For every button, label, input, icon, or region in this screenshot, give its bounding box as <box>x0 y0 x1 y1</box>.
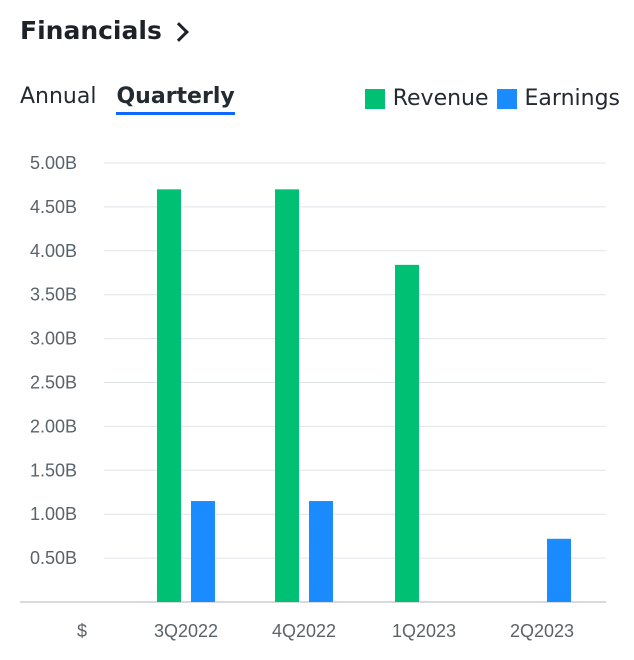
y-tick-label: 5.00B <box>30 153 77 173</box>
earnings-bar <box>191 501 215 602</box>
earnings-bar <box>547 538 571 602</box>
legend-swatch-earnings <box>496 88 517 109</box>
revenue-bar <box>157 189 181 602</box>
period-tabs: Annual Quarterly <box>20 84 235 115</box>
legend-swatch-revenue <box>364 88 385 109</box>
y-tick-label: 4.00B <box>30 241 77 261</box>
y-unit-label: $ <box>77 621 87 641</box>
legend-item-earnings: Earnings <box>496 86 620 111</box>
tab-quarterly[interactable]: Quarterly <box>116 84 235 115</box>
legend-item-revenue: Revenue <box>364 86 489 111</box>
y-tick-label: 3.00B <box>30 329 77 349</box>
earnings-bar <box>309 501 333 602</box>
x-tick-label: 4Q2022 <box>272 621 336 641</box>
legend-label-earnings: Earnings <box>524 86 620 111</box>
legend-label-revenue: Revenue <box>392 86 489 111</box>
y-tick-label: 2.00B <box>30 416 77 436</box>
y-tick-label: 0.50B <box>30 548 77 568</box>
y-tick-label: 1.00B <box>30 504 77 524</box>
tab-annual[interactable]: Annual <box>20 84 97 109</box>
y-tick-label: 2.50B <box>30 373 77 393</box>
x-tick-label: 3Q2022 <box>154 621 218 641</box>
y-tick-label: 3.50B <box>30 285 77 305</box>
section-title: Financials <box>20 16 162 45</box>
financials-header-link[interactable]: Financials <box>20 16 189 45</box>
revenue-bar <box>395 264 419 602</box>
x-tick-label: 2Q2023 <box>510 621 574 641</box>
revenue-bar <box>275 189 299 602</box>
x-tick-label: 1Q2023 <box>392 621 456 641</box>
y-tick-label: 4.50B <box>30 197 77 217</box>
y-tick-label: 1.50B <box>30 460 77 480</box>
chart-legend: Revenue Earnings <box>364 86 620 111</box>
